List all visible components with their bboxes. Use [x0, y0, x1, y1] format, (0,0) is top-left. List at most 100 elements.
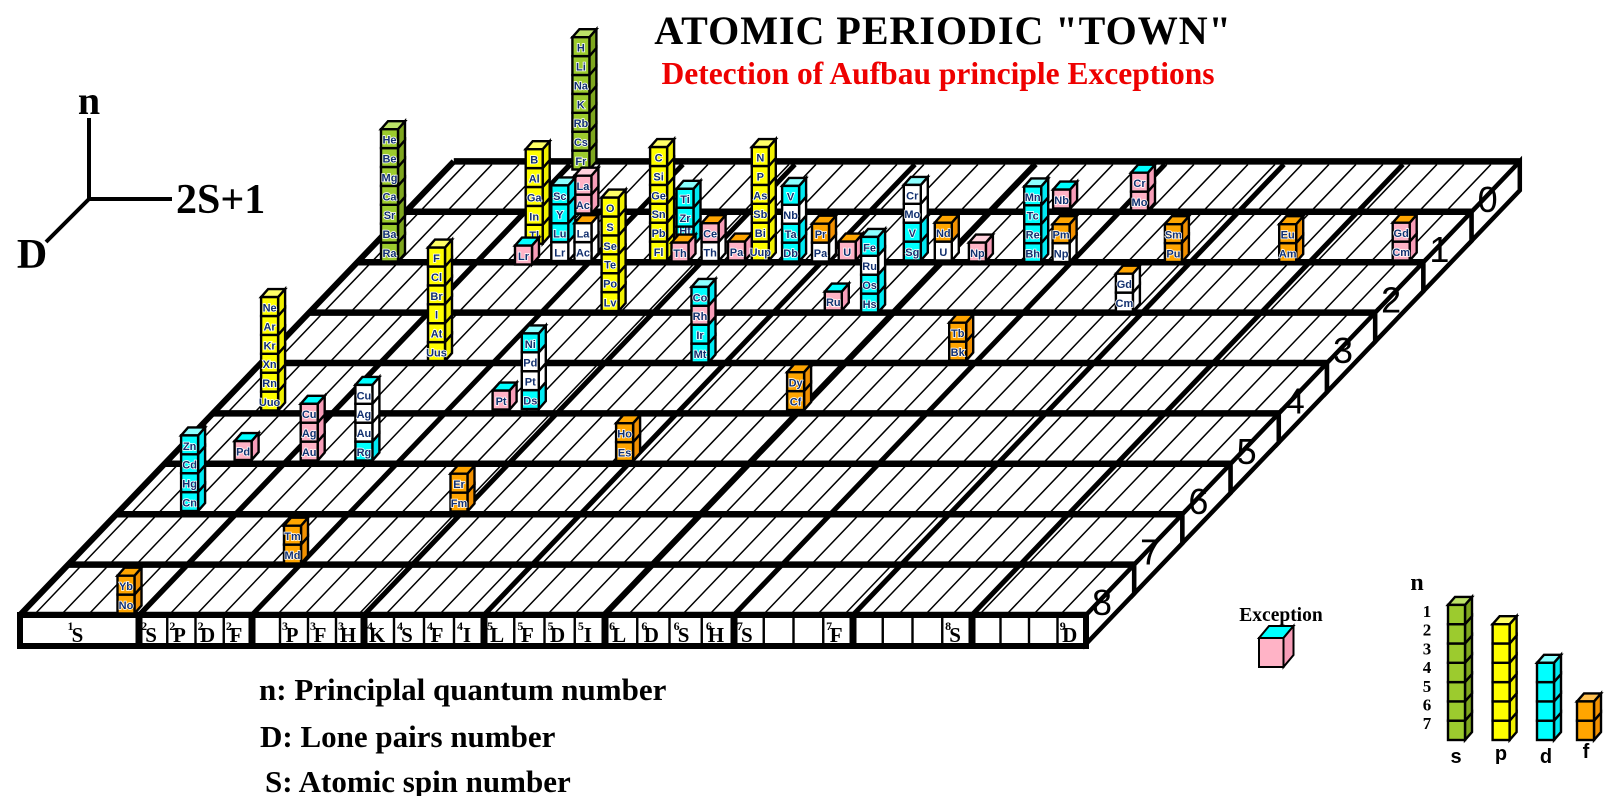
- svg-text:Ag: Ag: [357, 409, 372, 421]
- svg-text:Co: Co: [693, 292, 708, 304]
- svg-text:2: 2: [226, 619, 232, 633]
- svg-text:Rg: Rg: [357, 447, 372, 459]
- svg-text:K: K: [369, 623, 386, 647]
- svg-text:Fm: Fm: [451, 498, 468, 510]
- svg-text:S: Atomic spin number: S: Atomic spin number: [265, 764, 571, 796]
- svg-text:S: S: [401, 623, 413, 647]
- svg-text:3: 3: [338, 619, 344, 633]
- svg-text:L: L: [490, 623, 504, 647]
- svg-text:Tl: Tl: [529, 230, 539, 242]
- svg-text:Bi: Bi: [755, 228, 766, 240]
- svg-text:Gd: Gd: [1117, 279, 1132, 291]
- svg-text:D: D: [200, 623, 215, 647]
- svg-text:D: D: [550, 623, 565, 647]
- svg-text:Np: Np: [1054, 249, 1069, 261]
- svg-text:Sm: Sm: [1165, 230, 1182, 242]
- svg-text:6: 6: [674, 619, 680, 633]
- svg-text:Au: Au: [357, 428, 372, 440]
- svg-text:Nb: Nb: [783, 210, 798, 222]
- svg-text:F: F: [830, 623, 843, 647]
- svg-text:Uuo: Uuo: [259, 397, 281, 409]
- svg-text:Sn: Sn: [652, 209, 666, 221]
- svg-text:7: 7: [826, 619, 832, 633]
- svg-text:Pr: Pr: [815, 229, 827, 241]
- svg-text:N: N: [756, 153, 764, 165]
- svg-text:Ti: Ti: [680, 194, 690, 206]
- svg-text:Se: Se: [603, 241, 616, 253]
- svg-text:Bh: Bh: [1025, 249, 1040, 261]
- svg-text:Nb: Nb: [1054, 195, 1069, 207]
- svg-text:Mg: Mg: [382, 172, 398, 184]
- svg-text:2S+1: 2S+1: [176, 177, 265, 223]
- svg-text:S: S: [72, 623, 84, 647]
- svg-text:D: D: [644, 623, 659, 647]
- svg-text:f: f: [1583, 741, 1590, 763]
- svg-text:Rh: Rh: [693, 311, 708, 323]
- svg-text:Ru: Ru: [826, 297, 841, 309]
- svg-text:Cr: Cr: [1133, 178, 1146, 190]
- svg-text:Th: Th: [673, 248, 687, 260]
- svg-text:6: 6: [641, 619, 647, 633]
- svg-text:Ba: Ba: [382, 229, 397, 241]
- svg-text:4: 4: [457, 619, 463, 633]
- svg-text:2: 2: [1381, 280, 1401, 321]
- svg-text:5: 5: [1237, 431, 1257, 472]
- svg-text:Xn: Xn: [263, 359, 277, 371]
- svg-text:Ho: Ho: [617, 429, 632, 441]
- svg-text:U: U: [843, 247, 851, 259]
- svg-text:3: 3: [282, 619, 288, 633]
- svg-text:Re: Re: [1026, 230, 1040, 242]
- svg-text:Sr: Sr: [384, 210, 396, 222]
- svg-text:D: D: [17, 232, 47, 278]
- svg-text:Cn: Cn: [182, 498, 197, 510]
- svg-text:F: F: [521, 623, 534, 647]
- svg-text:Fr: Fr: [575, 156, 587, 168]
- svg-text:Br: Br: [430, 291, 443, 303]
- svg-text:Eu: Eu: [1281, 230, 1295, 242]
- svg-text:Pd: Pd: [236, 447, 250, 459]
- svg-text:4: 4: [1285, 380, 1305, 421]
- svg-text:Ar: Ar: [263, 321, 276, 333]
- svg-text:Zr: Zr: [680, 213, 692, 225]
- svg-text:ATOMIC PERIODIC "TOWN": ATOMIC PERIODIC "TOWN": [654, 8, 1232, 53]
- svg-text:Cf: Cf: [790, 397, 802, 409]
- svg-text:Am: Am: [1279, 249, 1297, 261]
- svg-text:O: O: [606, 203, 615, 215]
- svg-text:4: 4: [1423, 658, 1432, 677]
- svg-text:Ge: Ge: [651, 190, 666, 202]
- svg-text:Detection of Aufbau principle: Detection of Aufbau principle Exceptions: [661, 56, 1214, 91]
- svg-text:7: 7: [737, 619, 743, 633]
- svg-text:Ca: Ca: [382, 191, 397, 203]
- svg-text:Uup: Uup: [750, 247, 772, 259]
- svg-text:Th: Th: [703, 248, 717, 260]
- svg-text:4: 4: [367, 619, 373, 633]
- svg-text:F: F: [431, 623, 444, 647]
- svg-text:2: 2: [1423, 621, 1432, 640]
- svg-text:Tb: Tb: [951, 328, 965, 340]
- svg-text:Cd: Cd: [182, 460, 197, 472]
- svg-text:Gd: Gd: [1394, 228, 1409, 240]
- svg-text:Mo: Mo: [1132, 197, 1148, 209]
- svg-text:K: K: [577, 99, 585, 111]
- svg-text:Hg: Hg: [182, 479, 197, 491]
- svg-text:Sc: Sc: [553, 191, 566, 203]
- svg-text:Fe: Fe: [863, 242, 876, 254]
- svg-text:Po: Po: [603, 279, 617, 291]
- svg-text:H: H: [708, 623, 724, 647]
- svg-text:Li: Li: [576, 62, 586, 74]
- svg-text:Zn: Zn: [183, 441, 197, 453]
- svg-text:Be: Be: [382, 154, 396, 166]
- svg-text:V: V: [909, 228, 917, 240]
- svg-text:Cu: Cu: [302, 409, 317, 421]
- svg-text:Ta: Ta: [785, 229, 798, 241]
- svg-text:Mt: Mt: [694, 349, 707, 361]
- svg-text:5: 5: [578, 619, 584, 633]
- svg-text:5: 5: [548, 619, 554, 633]
- svg-text:Si: Si: [653, 171, 663, 183]
- svg-text:6: 6: [609, 619, 615, 633]
- svg-text:In: In: [529, 211, 539, 223]
- svg-text:3: 3: [1333, 330, 1353, 371]
- svg-text:Pb: Pb: [652, 228, 666, 240]
- svg-text:D: D: [1062, 623, 1077, 647]
- svg-text:U: U: [939, 247, 947, 259]
